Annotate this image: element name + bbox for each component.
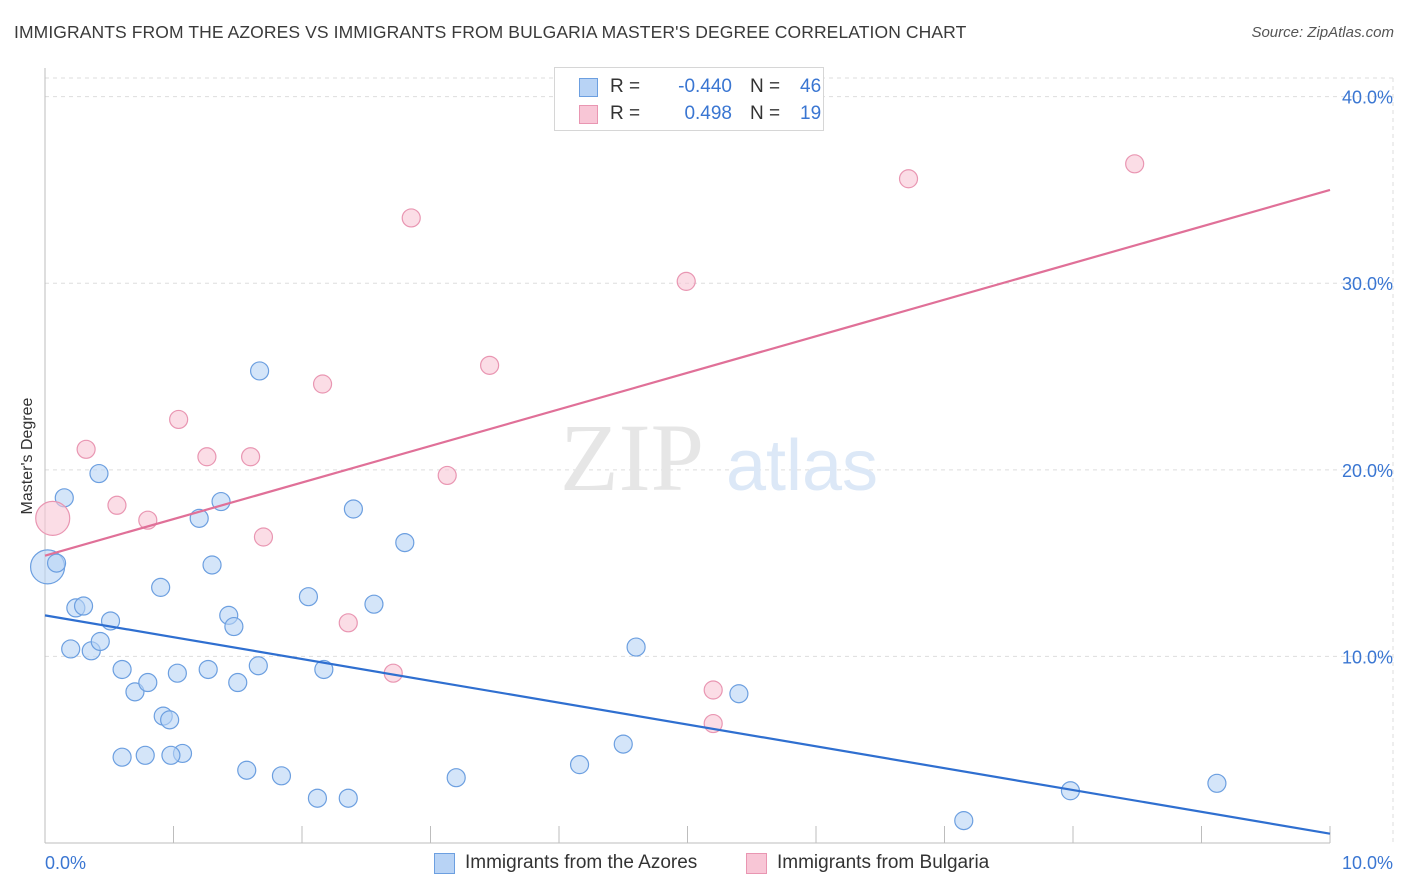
azores-legend-label: Immigrants from the Azores [465, 852, 698, 873]
azores-point [61, 639, 81, 659]
bulgaria-point [197, 447, 217, 467]
azores-point [343, 499, 363, 519]
azores-point [89, 463, 109, 484]
bulgaria-point [401, 208, 421, 228]
azores-point [138, 672, 158, 693]
x-tick-label-min: 0.0% [45, 853, 86, 873]
r-label: R = [610, 76, 641, 97]
x-tick-label-max: 10.0% [1342, 853, 1393, 873]
bulgaria-point [35, 500, 71, 536]
azores-trend-line [44, 614, 1331, 835]
legend-item-azores[interactable]: Immigrants from the Azores [434, 852, 697, 874]
chart-title: IMMIGRANTS FROM THE AZORES VS IMMIGRANTS… [14, 22, 967, 42]
y-tick-label: 10.0% [1342, 647, 1393, 667]
azores-point [446, 768, 466, 788]
bulgaria-legend-label: Immigrants from Bulgaria [777, 852, 990, 873]
bulgaria-r-value: 0.498 [684, 103, 732, 124]
bulgaria-legend-swatch [746, 852, 767, 874]
azores-point [125, 682, 145, 702]
bulgaria-point [676, 271, 696, 291]
watermark-zip: ZIP [560, 404, 704, 511]
azores-n-value: 46 [800, 76, 822, 97]
bulgaria-trend-line [44, 188, 1331, 557]
bulgaria-n-value: 19 [800, 103, 822, 124]
azores-point [298, 587, 319, 607]
azores-point [224, 616, 244, 637]
azores-point [613, 734, 633, 754]
azores-point [249, 361, 270, 381]
azores-point [626, 637, 646, 657]
azores-point [90, 631, 110, 652]
azores-point [364, 594, 384, 614]
n-label: N = [750, 103, 781, 124]
correlation-legend: R = -0.440 N = 46 R = 0.498 N = 19 [554, 67, 824, 131]
y-tick-label: 20.0% [1342, 461, 1393, 481]
bulgaria-point [107, 495, 127, 515]
bulgaria-point [253, 527, 274, 547]
azores-point [202, 555, 222, 575]
azores-point [46, 553, 67, 573]
azores-r-value: -0.440 [678, 76, 732, 97]
azores-point [307, 788, 328, 808]
y-tick-label: 40.0% [1342, 88, 1393, 108]
azores-point [314, 659, 334, 680]
azores-point [112, 747, 132, 767]
bulgaria-swatch [579, 104, 598, 124]
legend-row-bulgaria: R = 0.498 N = 19 [579, 102, 830, 126]
azores-point [151, 577, 171, 597]
azores-point [271, 766, 292, 786]
azores-point [1207, 773, 1227, 793]
watermark-atlas: atlas [726, 426, 878, 506]
bulgaria-point [703, 680, 723, 700]
azores-point [135, 745, 155, 765]
tick-labels: 10.0% 20.0% 30.0% 40.0% 0.0% 10.0% [45, 88, 1393, 873]
r-label: R = [610, 103, 641, 124]
y-tick-label: 30.0% [1342, 274, 1393, 294]
azores-legend-swatch [434, 852, 455, 874]
bulgaria-point [76, 439, 96, 459]
azores-point [954, 811, 974, 831]
trend-lines [44, 188, 1331, 835]
legend-row-azores: R = -0.440 N = 46 [579, 75, 830, 99]
azores-point [237, 760, 257, 780]
azores-point [248, 656, 268, 676]
bulgaria-point [338, 613, 358, 633]
bulgaria-point [898, 169, 919, 189]
source-label: Source: ZipAtlas.com [1251, 24, 1394, 41]
azores-point [228, 672, 248, 693]
azores-point [569, 755, 590, 775]
legend-item-bulgaria[interactable]: Immigrants from Bulgaria [746, 852, 989, 874]
n-label: N = [750, 76, 781, 97]
azores-point [729, 684, 749, 704]
bulgaria-point [241, 447, 261, 467]
bulgaria-point [169, 409, 189, 430]
azores-point [167, 663, 187, 683]
azores-point [395, 532, 415, 553]
azores-point [160, 710, 180, 730]
azores-point [198, 659, 218, 680]
azores-point [73, 596, 94, 616]
azores-point [338, 788, 358, 808]
data-points [29, 154, 1227, 831]
bulgaria-point [312, 374, 333, 394]
azores-point [161, 745, 181, 765]
azores-point [112, 659, 132, 680]
bulgaria-point [437, 465, 457, 486]
azores-swatch [579, 77, 598, 97]
bulgaria-point [480, 355, 500, 375]
bulgaria-point [1125, 154, 1145, 174]
axes [44, 68, 1331, 844]
